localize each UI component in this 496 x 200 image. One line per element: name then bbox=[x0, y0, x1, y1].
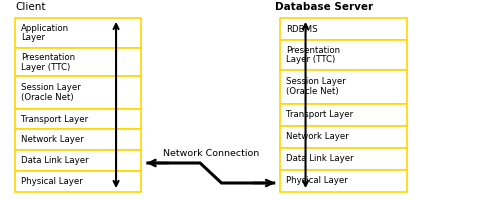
Bar bbox=[15, 171, 141, 192]
Bar bbox=[280, 18, 407, 40]
Text: Transport Layer: Transport Layer bbox=[21, 115, 88, 124]
Bar bbox=[280, 104, 407, 126]
Text: Session Layer
(Oracle Net): Session Layer (Oracle Net) bbox=[21, 83, 80, 102]
Bar bbox=[15, 109, 141, 129]
Text: Physical Layer: Physical Layer bbox=[21, 177, 82, 186]
Text: Application
Layer: Application Layer bbox=[21, 24, 69, 42]
Text: Client: Client bbox=[15, 2, 45, 12]
Text: Physical Layer: Physical Layer bbox=[286, 176, 348, 185]
Text: Presentation
Layer (TTC): Presentation Layer (TTC) bbox=[21, 53, 75, 72]
Text: Database Server: Database Server bbox=[275, 2, 373, 12]
Bar bbox=[280, 40, 407, 70]
Text: Presentation
Layer (TTC): Presentation Layer (TTC) bbox=[286, 46, 340, 64]
Text: Data Link Layer: Data Link Layer bbox=[21, 156, 88, 165]
Text: Data Link Layer: Data Link Layer bbox=[286, 154, 354, 163]
Bar bbox=[15, 18, 141, 48]
Bar bbox=[280, 170, 407, 192]
Text: RDBMS: RDBMS bbox=[286, 25, 318, 34]
Text: Session Layer
(Oracle Net): Session Layer (Oracle Net) bbox=[286, 77, 346, 96]
Bar bbox=[15, 48, 141, 76]
Bar bbox=[15, 150, 141, 171]
Text: Transport Layer: Transport Layer bbox=[286, 110, 353, 119]
Bar bbox=[280, 126, 407, 148]
Bar bbox=[15, 76, 141, 109]
Text: Network Layer: Network Layer bbox=[21, 135, 84, 144]
Bar bbox=[15, 129, 141, 150]
Bar bbox=[280, 70, 407, 104]
Text: Network Connection: Network Connection bbox=[163, 148, 259, 158]
Bar bbox=[280, 148, 407, 170]
Text: Network Layer: Network Layer bbox=[286, 132, 349, 141]
